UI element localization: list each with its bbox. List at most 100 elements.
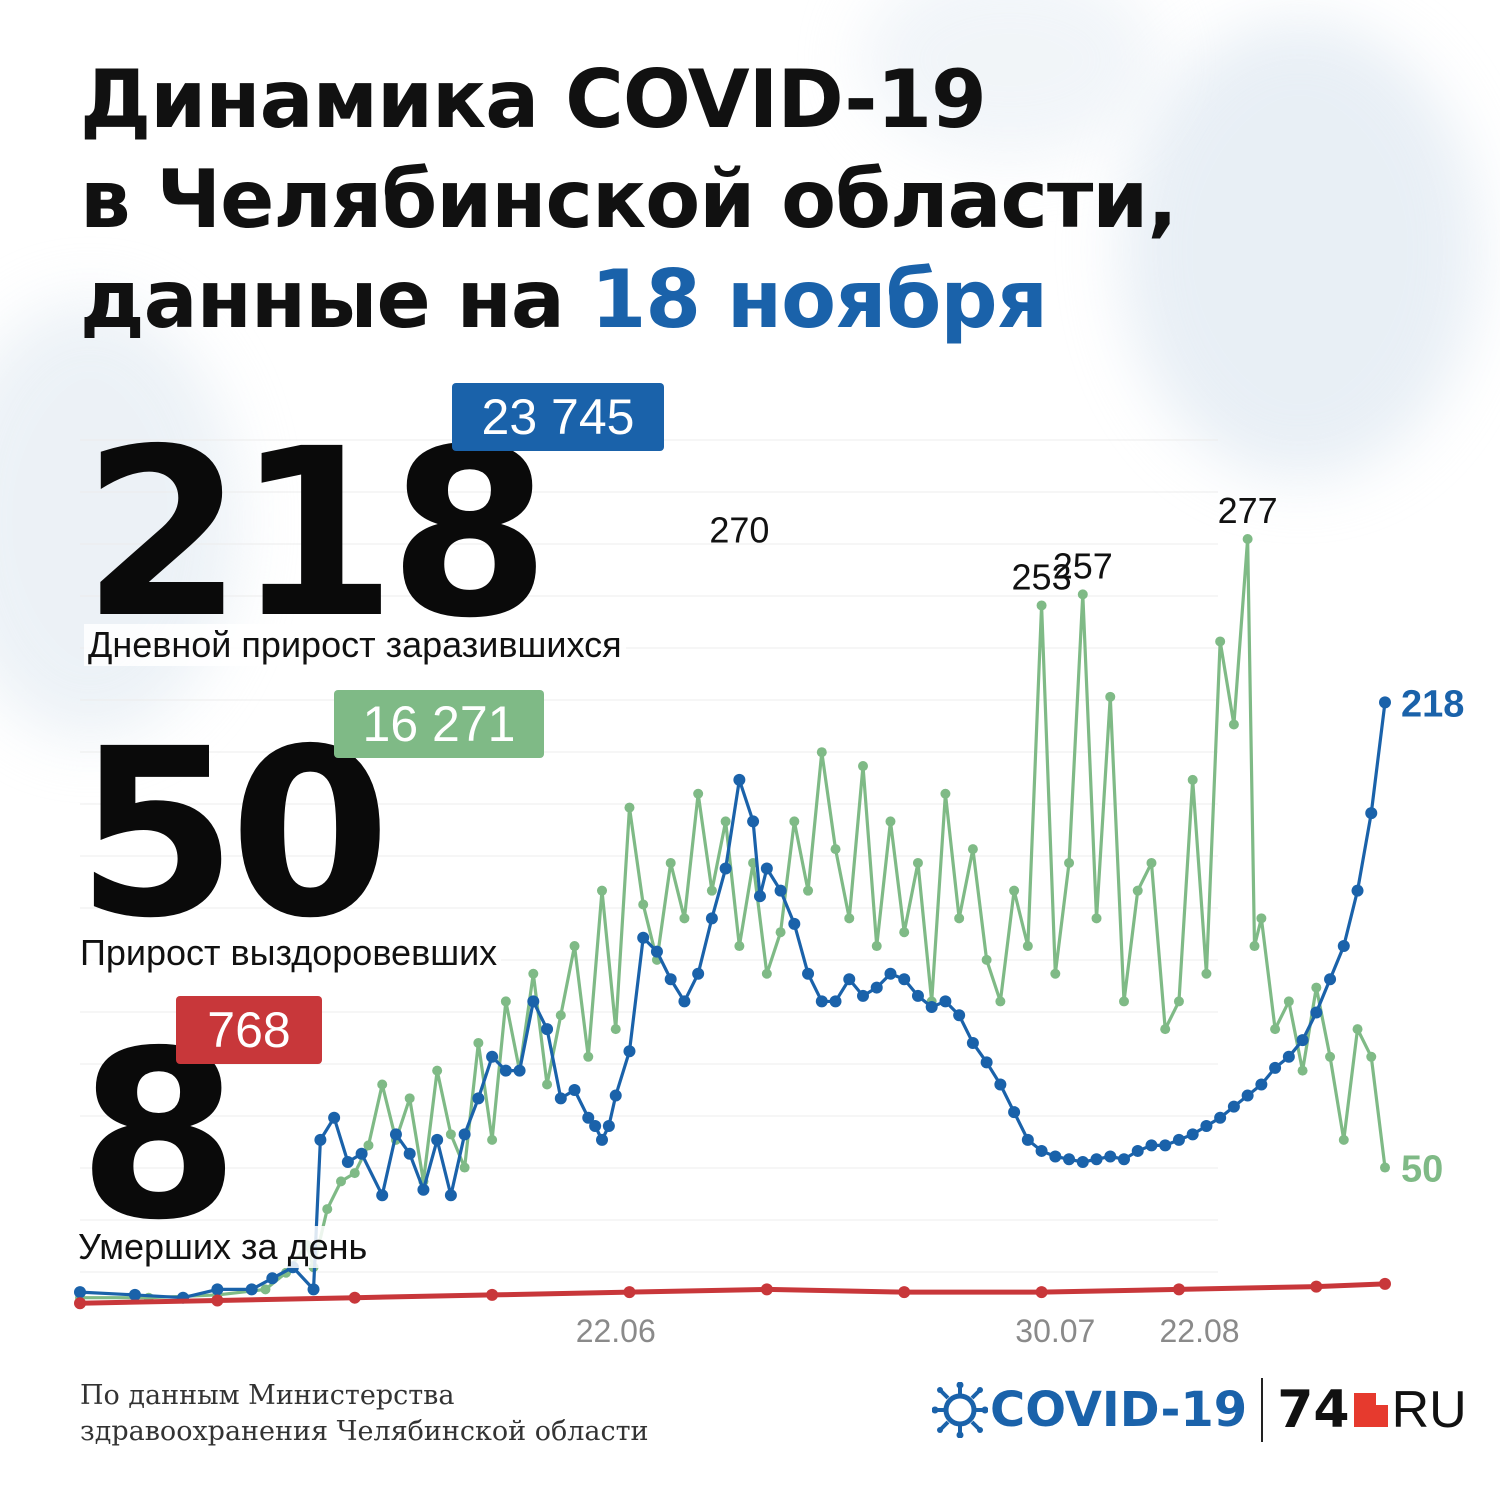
infected-point — [541, 1023, 554, 1036]
recovered-point — [940, 788, 951, 799]
deaths-point — [1379, 1277, 1391, 1290]
infected-point — [1186, 1128, 1199, 1141]
infected-caption: Дневной прирост заразившихся — [84, 624, 626, 666]
infected-point — [245, 1283, 258, 1296]
deaths-line — [79, 1281, 1386, 1306]
infected-point — [389, 1128, 402, 1141]
peak-annotation: 270 — [709, 509, 769, 550]
infected-point — [444, 1189, 457, 1202]
infected-point — [650, 945, 663, 958]
recovered-end-label: 50 — [1401, 1149, 1443, 1191]
recovered-point — [1283, 996, 1294, 1007]
peak-annotation: 277 — [1218, 490, 1278, 531]
infected-point — [774, 884, 787, 897]
infected-total-badge: 23 745 — [452, 383, 664, 451]
recovered-point — [1119, 996, 1129, 1007]
infected-point — [637, 931, 650, 944]
infected-point — [692, 967, 705, 980]
recovered-point — [432, 1065, 443, 1076]
recovered-point — [528, 968, 539, 979]
logo-red-square-icon — [1353, 1393, 1388, 1427]
infected-point — [609, 1089, 622, 1102]
peak-annotation: 253 — [1012, 556, 1072, 597]
recovered-point — [1146, 857, 1157, 868]
infected-point — [431, 1133, 444, 1146]
deaths-point — [74, 1297, 86, 1310]
infected-point — [678, 995, 691, 1008]
infected-point — [1351, 884, 1364, 897]
recovered-point — [1105, 691, 1116, 702]
logo-covid-text: COVID-19 — [990, 1382, 1248, 1438]
infected-point — [1365, 807, 1378, 820]
infected-point — [1104, 1150, 1117, 1163]
infected-point — [733, 773, 746, 786]
title-line-2: в Челябинской области, — [80, 153, 1178, 246]
infected-point — [589, 1120, 602, 1133]
infected-point — [211, 1283, 224, 1296]
recovered-point — [260, 1284, 271, 1295]
infected-point — [1035, 1144, 1048, 1157]
deaths-point — [348, 1291, 361, 1304]
infected-point — [314, 1133, 327, 1146]
infected-point — [753, 890, 766, 903]
recovered-point — [445, 1129, 456, 1140]
infected-point — [1310, 1006, 1323, 1019]
recovered-point — [967, 844, 978, 855]
infected-point — [664, 973, 677, 986]
deaths-point — [760, 1283, 773, 1296]
infected-point — [719, 862, 732, 875]
infected-point — [1379, 696, 1391, 709]
deaths-point — [623, 1286, 636, 1299]
infected-point — [417, 1183, 430, 1196]
infected-point — [1255, 1078, 1268, 1091]
infected-point — [1214, 1111, 1227, 1124]
chart-series — [74, 533, 1391, 1310]
infected-point — [582, 1111, 595, 1124]
infected-point — [355, 1147, 368, 1160]
recovered-point — [404, 1093, 415, 1104]
recovered-point — [583, 1051, 594, 1062]
deaths-point — [211, 1294, 224, 1307]
deaths-point — [1172, 1283, 1185, 1296]
recovered-point — [1201, 968, 1212, 979]
recovered-point — [487, 1134, 498, 1145]
deaths-point — [1310, 1280, 1323, 1293]
infected-point — [458, 1128, 471, 1141]
recovered-point — [1187, 774, 1198, 785]
recovered-point — [624, 802, 635, 813]
infected-point — [760, 862, 773, 875]
infected-point — [1172, 1133, 1185, 1146]
title-line-3: данные на — [80, 253, 591, 346]
infected-point — [939, 995, 952, 1008]
recovered-point — [789, 816, 800, 827]
infected-point — [1324, 973, 1337, 986]
deaths-point — [1035, 1286, 1048, 1299]
recovered-point — [1160, 1024, 1171, 1035]
infected-point — [341, 1156, 354, 1169]
page-title: Динамика COVID-19 в Челябинской области,… — [80, 50, 1178, 350]
recovered-point — [336, 1176, 346, 1187]
deaths-total-badge: 768 — [176, 996, 322, 1064]
recovered-point — [377, 1079, 388, 1090]
recovered-point — [761, 968, 772, 979]
infected-point — [128, 1288, 141, 1301]
recovered-point — [1270, 1024, 1281, 1035]
recovered-point — [1173, 996, 1184, 1007]
infected-point — [884, 967, 897, 980]
recovered-point — [1091, 913, 1102, 924]
recovered-point — [1325, 1051, 1336, 1062]
recovered-point — [363, 1140, 374, 1151]
virus-icon — [932, 1382, 988, 1438]
infected-point — [843, 973, 856, 986]
infected-point — [966, 1036, 979, 1049]
recovered-point — [555, 1010, 566, 1021]
background-virus-texture — [860, 0, 1160, 160]
infected-point — [953, 1009, 966, 1022]
logo-divider — [1261, 1378, 1264, 1442]
recovered-point — [500, 996, 511, 1007]
recovered-point — [816, 747, 827, 758]
title-date: 18 ноября — [590, 253, 1048, 346]
background-virus-texture — [1120, 20, 1480, 480]
